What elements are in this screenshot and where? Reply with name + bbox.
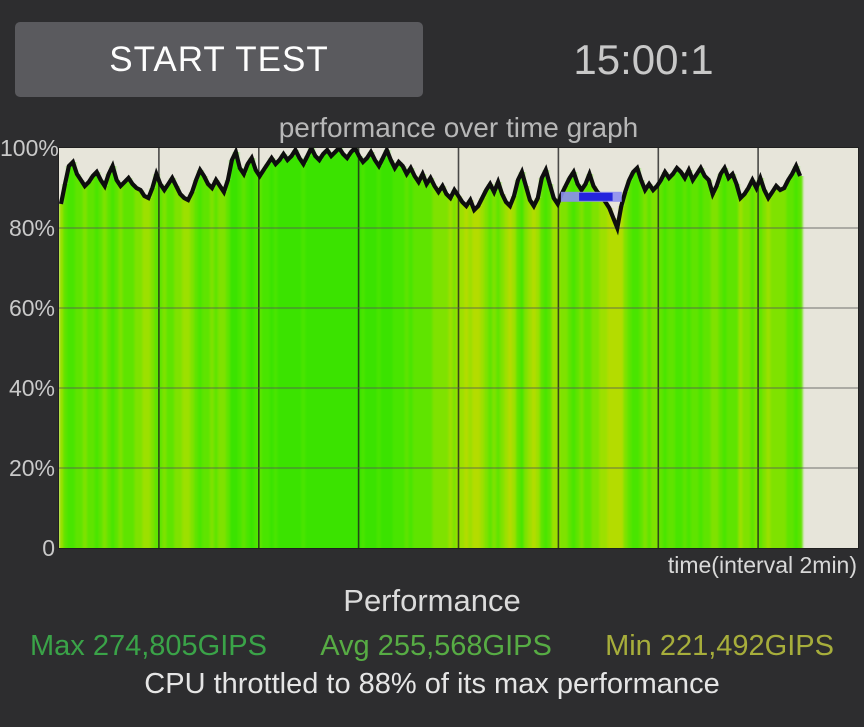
- performance-line: [59, 148, 803, 236]
- chart-title: performance over time graph: [278, 112, 639, 143]
- blue-marker: [560, 191, 622, 202]
- y-axis-tick-label: 0: [42, 535, 55, 561]
- performance-chart-canvas: [59, 148, 858, 548]
- y-axis-tick-label: 60%: [8, 295, 55, 321]
- y-axis-tick-label: 80%: [8, 215, 55, 241]
- start-test-button[interactable]: START TEST: [15, 22, 423, 97]
- performance-chart: [58, 147, 859, 549]
- avg-performance-value: Avg 255,568GIPS: [320, 630, 552, 662]
- y-axis-tick-label: 20%: [8, 455, 55, 481]
- throttle-summary-text: CPU throttled to 88% of its max performa…: [144, 668, 720, 700]
- x-axis-label: time(interval 2min): [667, 552, 857, 578]
- performance-section-title: Performance: [343, 583, 521, 618]
- max-performance-value: Max 274,805GIPS: [30, 630, 267, 662]
- test-timer: 15:00:1: [573, 35, 714, 83]
- min-performance-value: Min 221,492GIPS: [605, 630, 834, 662]
- chart-gridlines: [59, 148, 858, 548]
- y-axis-tick-label: 40%: [8, 375, 55, 401]
- chart-bars: [59, 148, 803, 548]
- y-axis-tick-label: 100%: [0, 135, 59, 161]
- performance-stats-row: Max 274,805GIPS Avg 255,568GIPS Min 221,…: [30, 630, 834, 663]
